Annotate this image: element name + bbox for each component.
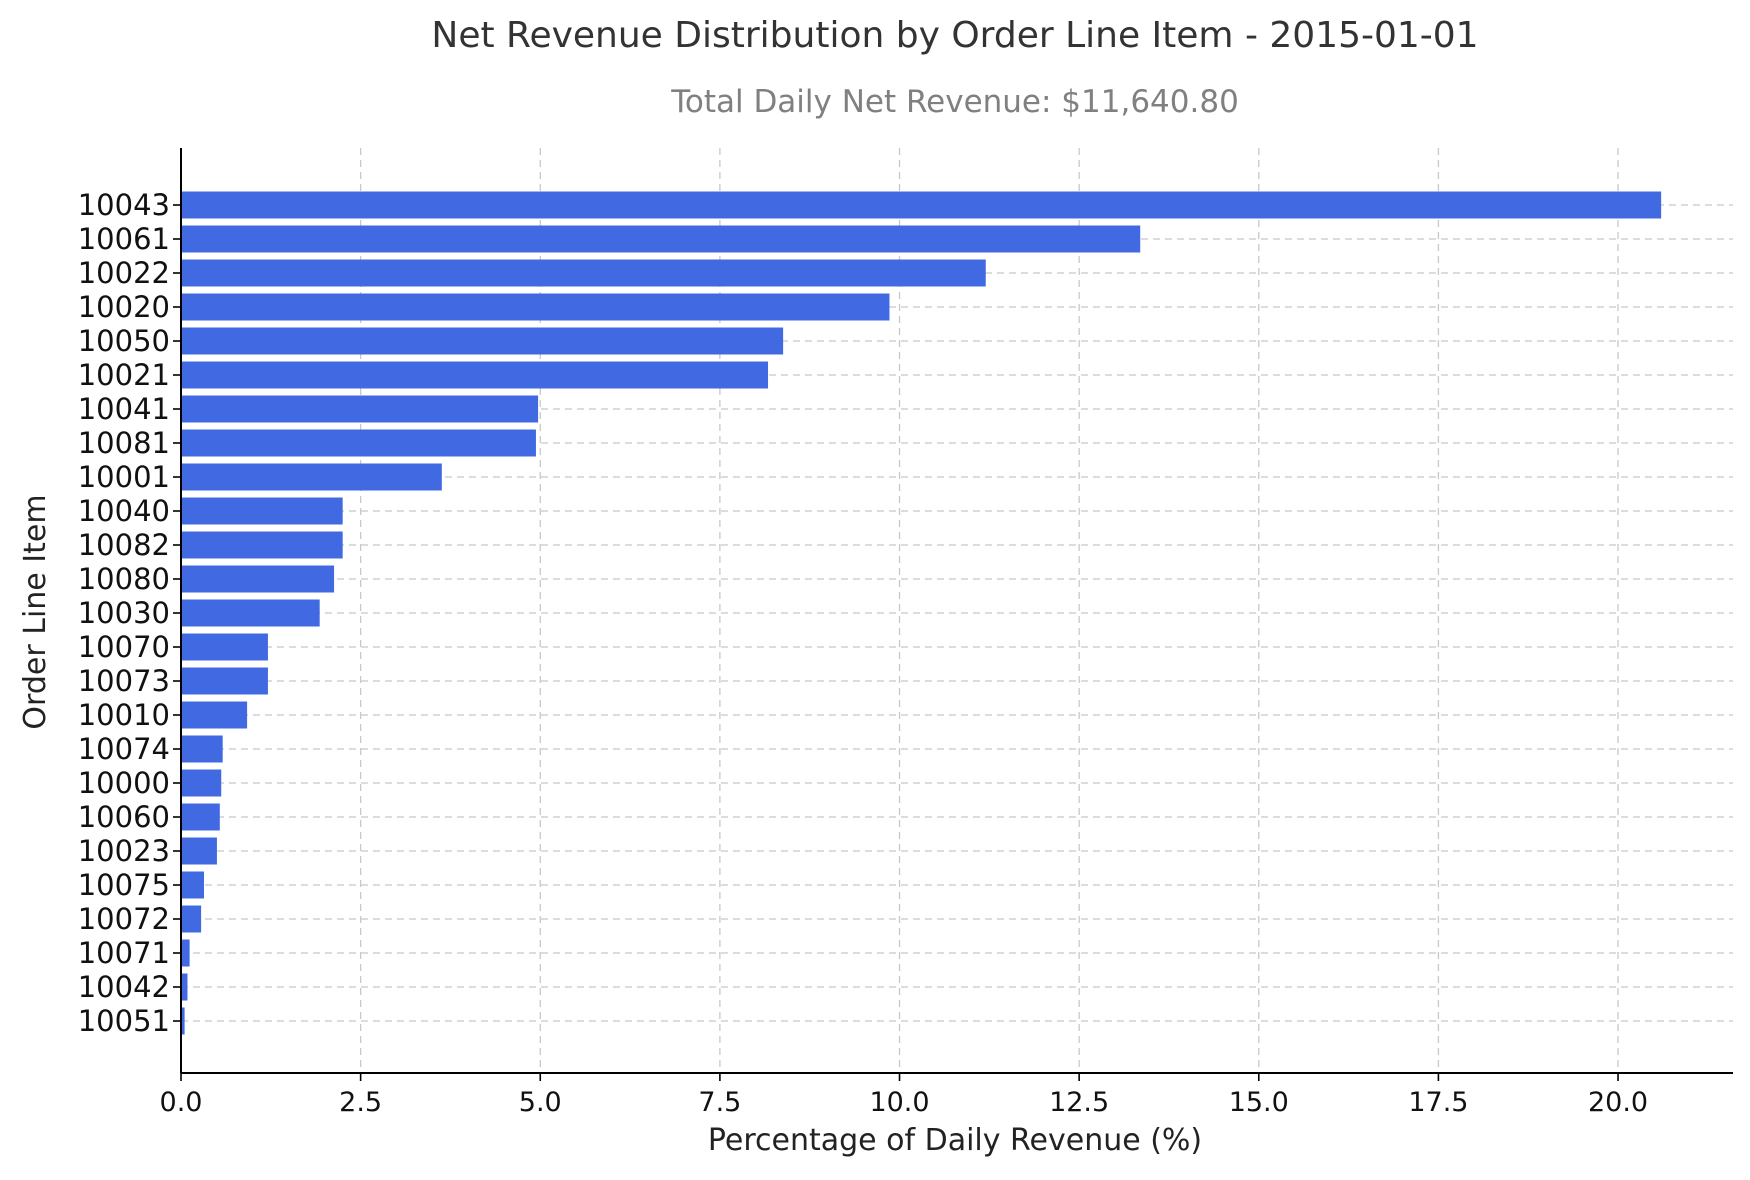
y-tick-label-10074: 10074 — [78, 732, 170, 766]
chart-subtitle: Total Daily Net Revenue: $11,640.80 — [670, 84, 1239, 120]
x-ticks: 0.0 2.5 5.0 7.5 10.0 12.5 15.0 17.5 20.0 — [160, 1073, 1648, 1118]
y-axis-label: Order Line Item — [18, 494, 53, 729]
y-tick-label-10043: 10043 — [78, 188, 170, 222]
bar-10081 — [181, 429, 536, 457]
y-tick-label-10071: 10071 — [78, 936, 170, 970]
y-tick-label-10042: 10042 — [78, 970, 170, 1004]
bar-10043 — [181, 191, 1662, 219]
y-tick-label-10010: 10010 — [78, 698, 170, 732]
bar-10061 — [181, 225, 1141, 253]
bar-10020 — [181, 293, 890, 321]
bar-10023 — [181, 837, 217, 865]
y-ticks: 1004310061100221002010050100211004110081… — [78, 188, 181, 1038]
bar-10071 — [181, 939, 190, 967]
y-tick-label-10051: 10051 — [78, 1004, 170, 1038]
y-tick-label-10070: 10070 — [78, 630, 170, 664]
y-tick-label-10030: 10030 — [78, 596, 170, 630]
bar-10022 — [181, 259, 986, 287]
y-tick-label-10061: 10061 — [78, 222, 170, 256]
y-tick-label-10040: 10040 — [78, 494, 170, 528]
y-tick-label-10021: 10021 — [78, 358, 170, 392]
bar-10050 — [181, 327, 784, 355]
bar-10001 — [181, 463, 442, 491]
x-tick-label-5: 12.5 — [1049, 1087, 1109, 1118]
bar-10082 — [181, 531, 343, 559]
bar-10051 — [181, 1007, 185, 1035]
y-tick-label-10001: 10001 — [78, 460, 170, 494]
y-tick-label-10022: 10022 — [78, 256, 170, 290]
bar-10060 — [181, 803, 220, 831]
bar-10075 — [181, 871, 204, 899]
bar-10042 — [181, 973, 188, 1001]
bar-10072 — [181, 905, 202, 933]
y-tick-label-10050: 10050 — [78, 324, 170, 358]
y-tick-label-10000: 10000 — [78, 766, 170, 800]
chart-title: Net Revenue Distribution by Order Line I… — [431, 15, 1478, 56]
bar-10041 — [181, 395, 539, 423]
y-tick-label-10081: 10081 — [78, 426, 170, 460]
y-tick-label-10041: 10041 — [78, 392, 170, 426]
bar-10070 — [181, 633, 268, 661]
x-tick-label-3: 7.5 — [698, 1087, 741, 1118]
y-tick-label-10075: 10075 — [78, 868, 170, 902]
x-axis-label: Percentage of Daily Revenue (%) — [708, 1123, 1202, 1158]
grid-lines — [180, 148, 1733, 1073]
x-tick-label-7: 17.5 — [1408, 1087, 1468, 1118]
y-tick-label-10082: 10082 — [78, 528, 170, 562]
x-tick-label-8: 20.0 — [1588, 1087, 1648, 1118]
bar-10040 — [181, 497, 343, 525]
y-tick-label-10073: 10073 — [78, 664, 170, 698]
y-tick-label-10023: 10023 — [78, 834, 170, 868]
y-tick-label-10020: 10020 — [78, 290, 170, 324]
bars — [181, 191, 1662, 1035]
y-tick-label-10072: 10072 — [78, 902, 170, 936]
bar-10030 — [181, 599, 320, 627]
y-tick-label-10060: 10060 — [78, 800, 170, 834]
y-tick-label-10080: 10080 — [78, 562, 170, 596]
bar-10074 — [181, 735, 223, 763]
bar-10073 — [181, 667, 268, 695]
x-tick-label-4: 10.0 — [869, 1087, 929, 1118]
x-tick-label-1: 2.5 — [339, 1087, 382, 1118]
bar-10000 — [181, 769, 222, 797]
axes — [180, 148, 1733, 1074]
x-tick-label-6: 15.0 — [1229, 1087, 1289, 1118]
x-tick-label-2: 5.0 — [519, 1087, 562, 1118]
x-tick-label-0: 0.0 — [160, 1087, 203, 1118]
bar-10010 — [181, 701, 248, 729]
bar-10021 — [181, 361, 769, 389]
bar-10080 — [181, 565, 335, 593]
